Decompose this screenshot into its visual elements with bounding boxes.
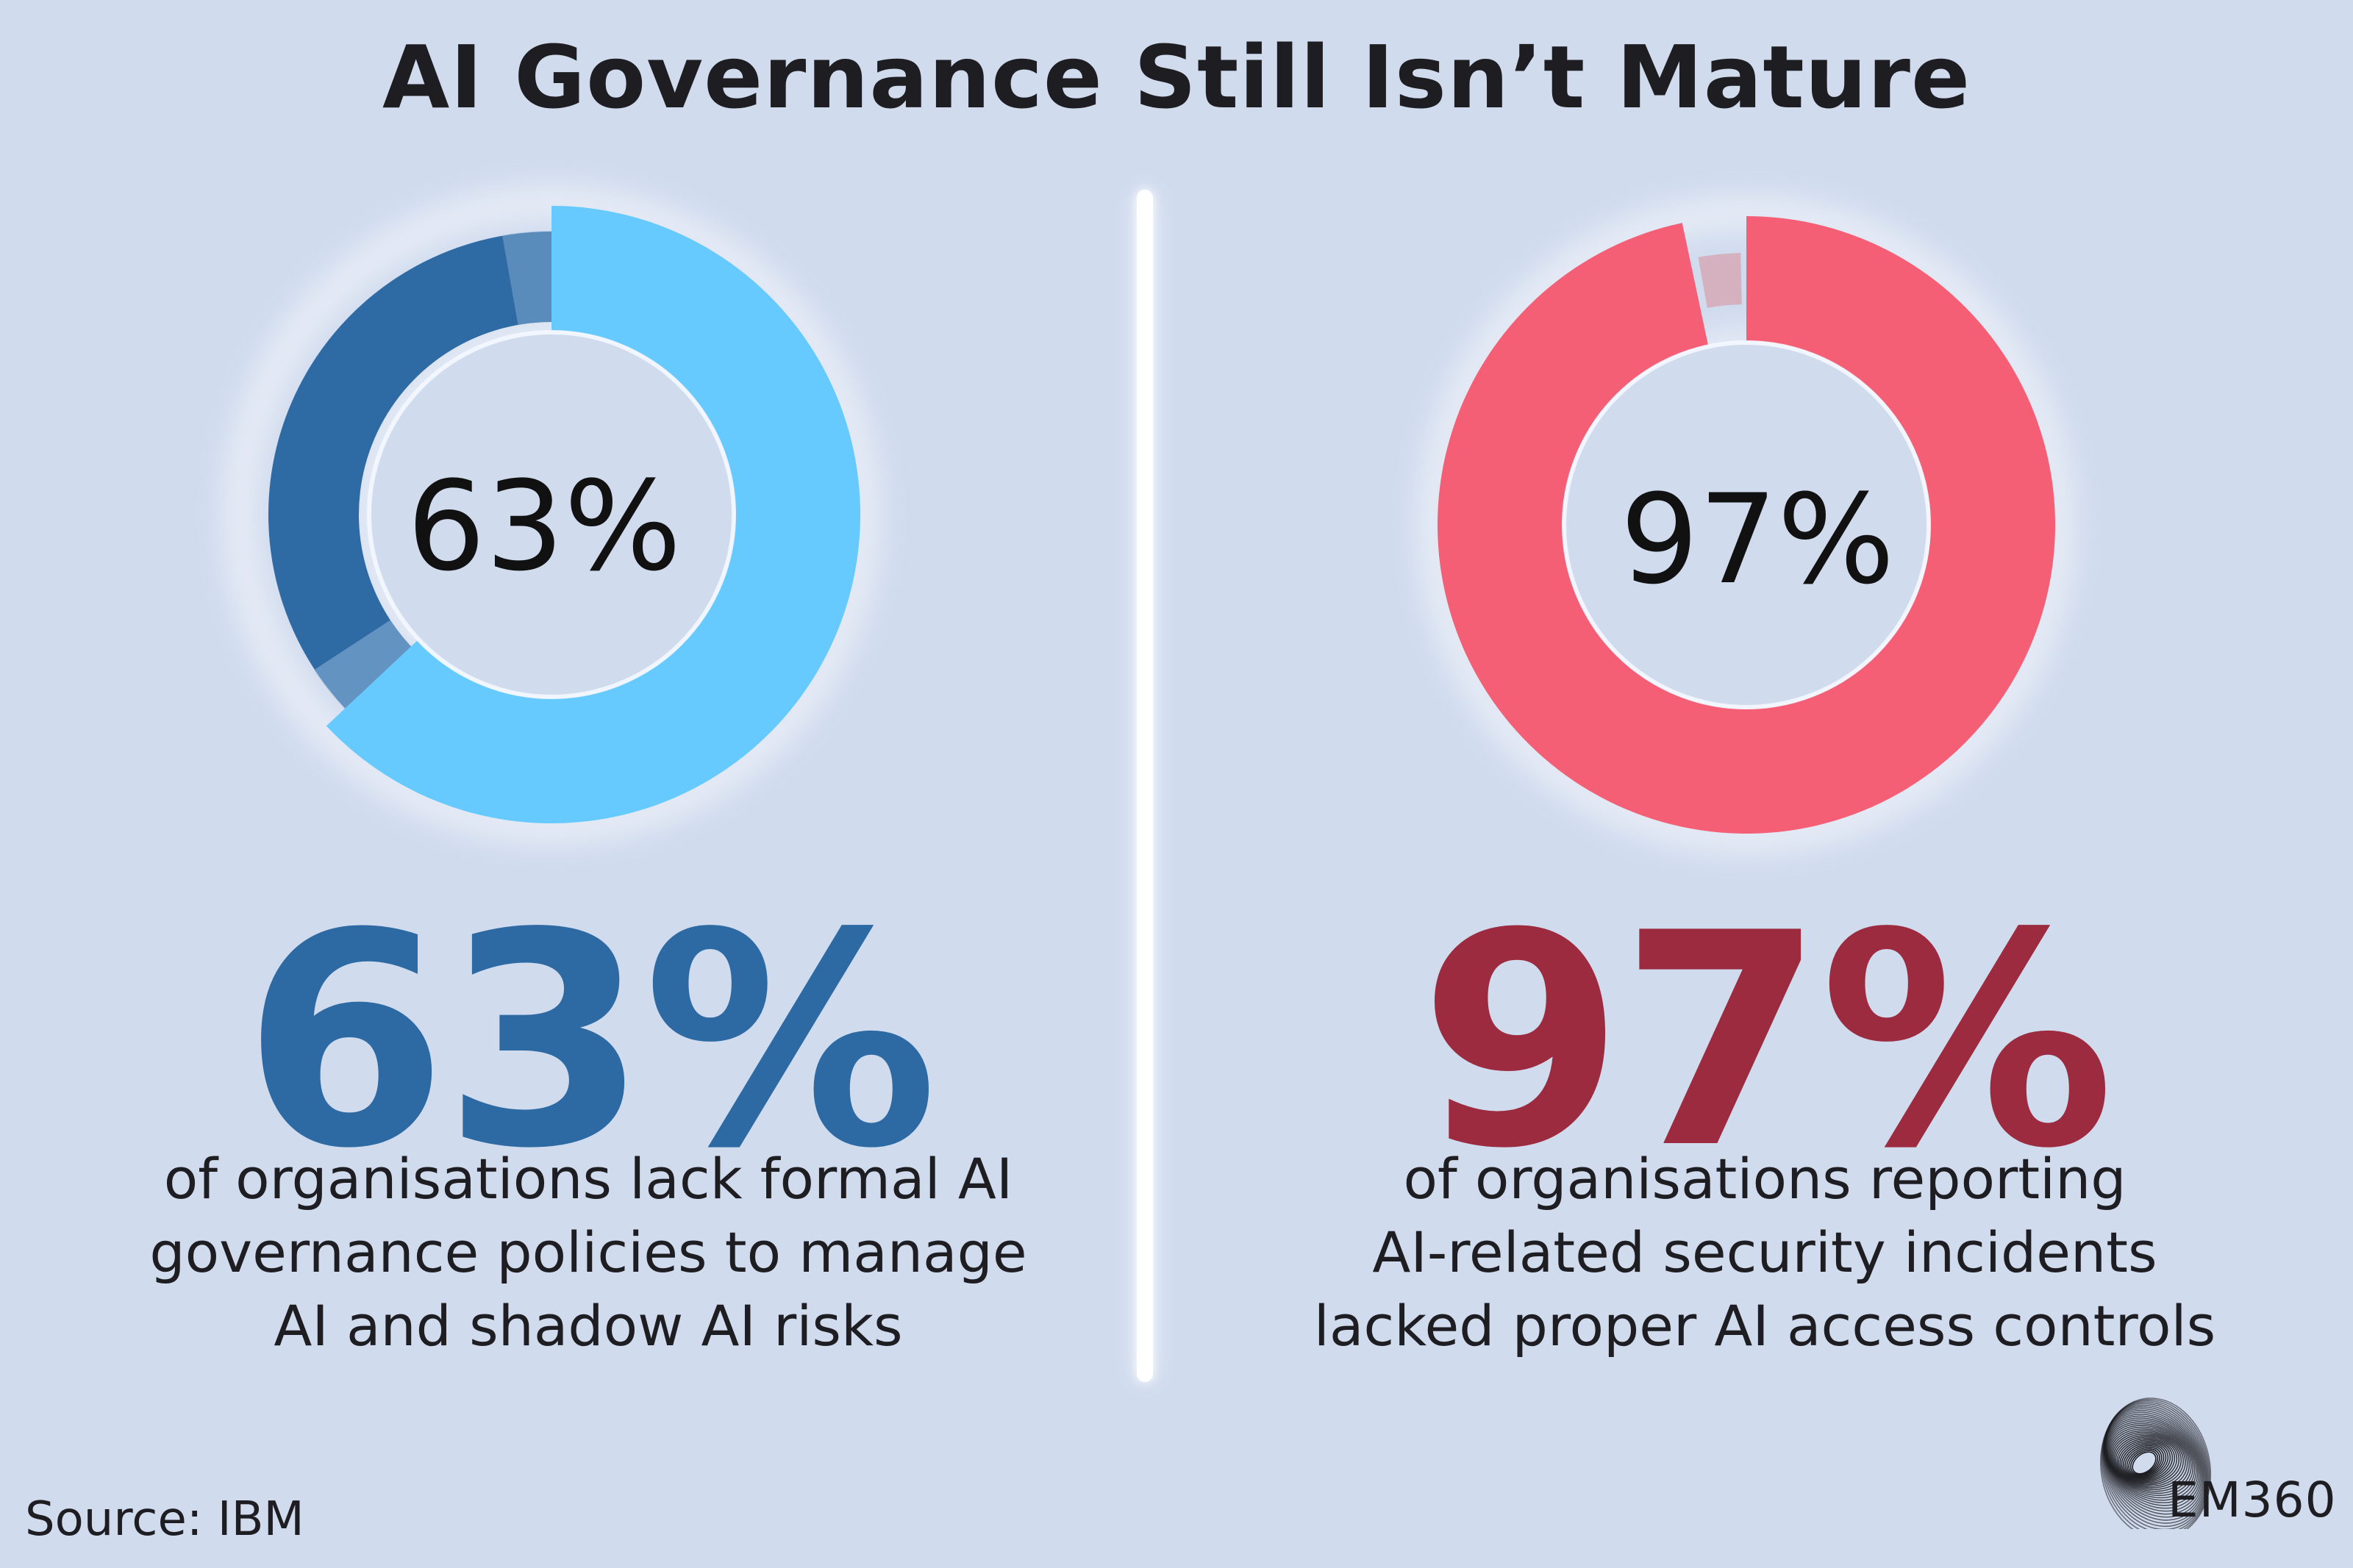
logo-spiral-ring (2105, 1419, 2197, 1501)
left-donut-seam-fade-end (501, 231, 551, 325)
right-donut-center-label: 97% (1620, 468, 1895, 612)
right-donut-slice-2 (1698, 253, 1742, 308)
left-description: of organisations lack formal AI governan… (74, 1142, 1103, 1363)
logo-spiral-ring (2108, 1426, 2190, 1492)
left-donut-outer-glow (229, 192, 874, 837)
logo-spiral-ring (2121, 1442, 2169, 1480)
logo-spiral-ring (2111, 1431, 2184, 1487)
left-donut-svg (229, 192, 874, 837)
logo-text: EM360 (2168, 1472, 2337, 1528)
left-description-line-3: AI and shadow AI risks (274, 1293, 903, 1358)
logo-spiral-ring (2110, 1430, 2186, 1489)
logo-spiral-ring (2104, 1409, 2204, 1515)
logo-spiral-ring (2104, 1408, 2205, 1518)
logo-spiral-ring (2115, 1436, 2178, 1483)
logo-spiral-ring (2109, 1428, 2188, 1490)
left-donut-slice-2 (268, 232, 551, 709)
logo-spiral-ring (2116, 1437, 2176, 1482)
logo-spiral-ring (2102, 1401, 2209, 1529)
right-donut-chart: 97% (1176, 0, 2353, 882)
logo-spiral-ring (2102, 1400, 2210, 1529)
right-donut-slice-1 (1437, 216, 2055, 834)
logo-spiral-ring (2104, 1411, 2203, 1512)
right-big-value: 97% (1419, 871, 2114, 1213)
logo-spiral-ring (2113, 1434, 2180, 1484)
right-description: of organisations reporting AI-related se… (1250, 1142, 2279, 1363)
logo-spiral-ring (2099, 1397, 2212, 1529)
logo-spiral-ring (2129, 1450, 2159, 1475)
left-description-line-1: of organisations lack formal AI (163, 1146, 1013, 1211)
right-stat-panel: 97% 97% of organisations reporting AI-re… (1176, 0, 2353, 1568)
logo-spiral-ring (2106, 1421, 2196, 1499)
left-donut-chart: 63% (0, 0, 1176, 882)
right-donut-hole (1564, 343, 1929, 707)
right-description-line-2: AI-related security incidents (1372, 1220, 2157, 1285)
logo-spiral-ring (2107, 1425, 2192, 1494)
logo-spiral-ring (2126, 1446, 2163, 1477)
page-title: AI Governance Still Isn’t Mature (382, 26, 1971, 128)
left-donut-hole-rim (367, 330, 736, 699)
logo-spiral-ring (2103, 1406, 2206, 1521)
left-donut-hole (369, 332, 734, 697)
left-donut-center-label: 63% (407, 454, 682, 598)
logo-spiral-ring (2124, 1445, 2165, 1478)
right-donut-hole-rim (1562, 340, 1931, 709)
left-stat-panel: 63% 63% of organisations lack formal AI … (0, 0, 1176, 1568)
logo-spiral-ring (2104, 1415, 2200, 1506)
source-note: Source: IBM (25, 1492, 304, 1547)
logo-spiral-ring (2128, 1448, 2160, 1476)
left-big-value: 63% (243, 871, 938, 1213)
logo-spiral-ring (2105, 1417, 2199, 1504)
left-description-line-2: governance policies to manage (149, 1220, 1027, 1285)
spiral-fan-logo-icon (2099, 1397, 2212, 1529)
logo-spiral-ring (2103, 1404, 2207, 1524)
logo-spiral-ring (2132, 1451, 2157, 1475)
logo-spiral-ring (2101, 1398, 2210, 1529)
right-donut-svg (1424, 202, 2069, 848)
em360-logo: EM360 (2074, 1382, 2353, 1558)
logo-spiral-ring (2104, 1413, 2202, 1509)
right-description-line-1: of organisations reporting (1403, 1146, 2127, 1211)
panel-divider (1137, 190, 1153, 1382)
logo-spiral-ring (2107, 1422, 2194, 1497)
logo-spiral-ring (2102, 1403, 2207, 1528)
logo-spiral-ring (2123, 1443, 2167, 1479)
logo-spiral-ring (2118, 1439, 2174, 1481)
logo-spiral-ring (2119, 1440, 2171, 1481)
left-donut-seam-fade-start (314, 620, 412, 709)
right-description-line-3: lacked proper AI access controls (1313, 1293, 2216, 1358)
right-donut-outer-glow (1424, 202, 2069, 848)
logo-spiral-ring (2112, 1433, 2182, 1486)
left-donut-slice-1 (326, 206, 861, 823)
